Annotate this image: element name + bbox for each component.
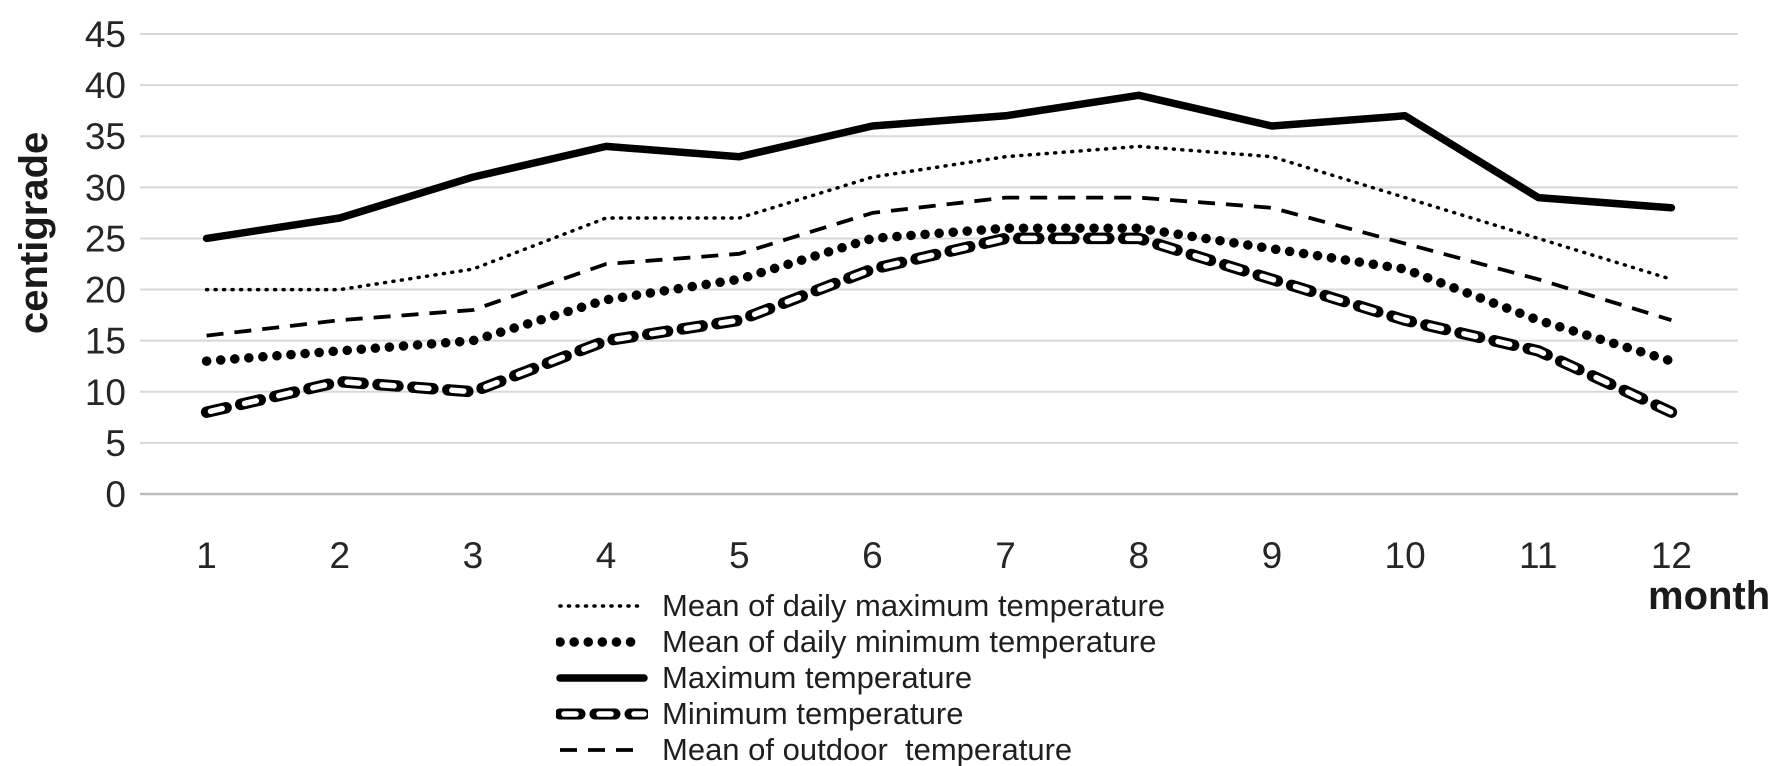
- x-axis-tick-label: 1: [196, 535, 217, 576]
- y-axis-tick-label: 10: [85, 372, 126, 413]
- x-axis-tick-label: 6: [862, 535, 883, 576]
- legend-item: Maximum temperature: [556, 660, 1165, 696]
- x-axis-tick-label: 7: [995, 535, 1016, 576]
- x-axis-tick-label: 12: [1651, 535, 1692, 576]
- y-axis-tick-label: 30: [85, 167, 126, 208]
- legend-label: Mean of daily maximum temperature: [662, 588, 1166, 623]
- legend-label: Minimum temperature: [662, 696, 964, 731]
- y-axis-tick-label: 40: [85, 65, 126, 106]
- legend-label: Mean of daily minimum temperature: [662, 624, 1157, 659]
- legend-item: Mean of daily minimum temperature: [556, 624, 1165, 660]
- series-line-thin-dashes: [206, 195, 1672, 338]
- x-axis-tick-label: 11: [1519, 535, 1557, 576]
- x-axis-tick-label: 9: [1262, 535, 1283, 576]
- y-axis-tick-label: 15: [85, 321, 126, 362]
- gridlines: [140, 33, 1738, 496]
- legend-swatch-hollow-dashes: [556, 708, 648, 720]
- y-axis-tick-labels: 0 5 10 15 20 25 30 35 40 45: [85, 14, 126, 515]
- x-axis-tick-label: 4: [596, 535, 617, 576]
- legend-label: Maximum temperature: [662, 660, 973, 695]
- legend-item: Mean of outdoor temperature: [556, 732, 1165, 766]
- x-axis-tick-label: 2: [329, 535, 350, 576]
- x-axis-title: month: [1648, 574, 1771, 618]
- legend-swatch-fine-dotted: [558, 604, 646, 608]
- y-axis-tick-label: 20: [85, 270, 126, 311]
- y-axis-title: centigrade: [12, 131, 56, 334]
- series-line-fine-dotted: [204, 144, 1674, 292]
- series-line-solid-thick: [202, 91, 1676, 243]
- x-axis-tick-label: 3: [463, 535, 484, 576]
- legend-swatch-round-dots: [556, 637, 648, 647]
- y-axis-tick-label: 25: [85, 218, 126, 259]
- x-axis-tick-label: 8: [1128, 535, 1149, 576]
- x-axis-tick-label: 5: [729, 535, 750, 576]
- y-axis-tick-label: 45: [85, 14, 126, 55]
- y-axis-tick-label: 35: [85, 116, 126, 157]
- series-line-round-dots: [201, 223, 1677, 366]
- chart-legend: Mean of daily maximum temperature Mean of…: [556, 588, 1165, 766]
- x-axis-tick-label: 10: [1385, 535, 1426, 576]
- legend-item: Minimum temperature: [556, 696, 1165, 732]
- legend-swatch-thin-dashes: [560, 748, 644, 752]
- legend-label: Mean of outdoor temperature: [662, 732, 1073, 766]
- x-axis-tick-labels: 1 2 3 4 5 6 7 8 9 10 11 12: [196, 535, 1692, 576]
- series-line-hollow-dashes: [203, 235, 1675, 415]
- y-axis-tick-label: 0: [105, 474, 126, 515]
- legend-swatch-solid-thick: [556, 674, 648, 682]
- series-lines: [200, 91, 1678, 418]
- y-axis-tick-label: 5: [105, 423, 126, 464]
- legend-item: Mean of daily maximum temperature: [556, 588, 1165, 624]
